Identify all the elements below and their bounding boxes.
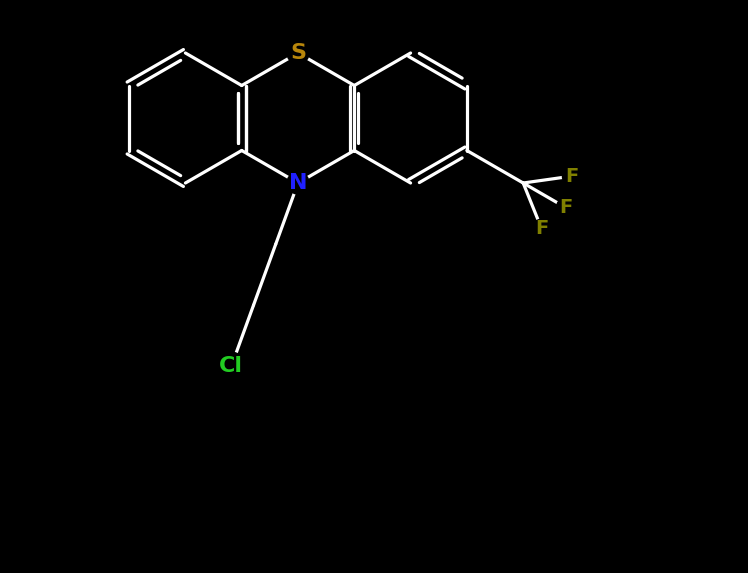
Circle shape: [562, 167, 580, 185]
Text: F: F: [565, 167, 578, 186]
Text: Cl: Cl: [219, 356, 243, 376]
Circle shape: [218, 352, 245, 380]
Circle shape: [287, 42, 309, 64]
Circle shape: [533, 219, 551, 237]
Text: N: N: [289, 173, 307, 193]
Text: F: F: [559, 198, 572, 217]
Text: F: F: [535, 219, 548, 238]
Text: S: S: [290, 43, 306, 63]
Circle shape: [287, 172, 309, 194]
Circle shape: [557, 198, 574, 217]
